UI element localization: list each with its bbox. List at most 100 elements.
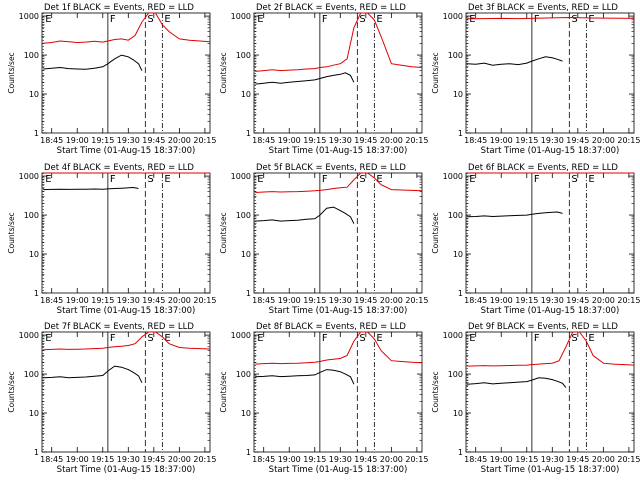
x-tick-label: 18:45 xyxy=(464,455,487,464)
y-tick-label: 1 xyxy=(34,289,39,298)
x-axis-label: Start Time (01-Aug-15 18:37:00) xyxy=(57,306,196,316)
y-tick-label: 10 xyxy=(453,409,463,418)
panel-title: Det 3f BLACK = Events, RED = LLD xyxy=(468,3,618,13)
series-line-lld xyxy=(255,172,423,193)
x-tick-label: 19:15 xyxy=(91,296,114,305)
plot-frame xyxy=(465,331,635,453)
marker-label: S xyxy=(147,174,153,185)
plot-frame xyxy=(41,12,211,134)
x-tick-label: 19:15 xyxy=(303,136,326,145)
panel-title: Det 8f BLACK = Events, RED = LLD xyxy=(256,322,406,332)
marker-label: S xyxy=(571,14,577,25)
y-tick-label: 1 xyxy=(246,289,251,298)
x-tick-label: 20:15 xyxy=(617,136,640,145)
x-axis-label: Start Time (01-Aug-15 18:37:00) xyxy=(481,146,620,156)
plot-frame xyxy=(253,331,423,453)
marker-label: E xyxy=(469,333,475,344)
y-tick-label: 100 xyxy=(24,51,39,60)
marker-label: E xyxy=(45,333,51,344)
y-tick-label: 10 xyxy=(241,90,251,99)
y-tick-label: 1000 xyxy=(231,12,251,21)
y-tick-label: 10 xyxy=(453,90,463,99)
series-line-events xyxy=(43,365,143,383)
x-tick-label: 19:00 xyxy=(278,136,301,145)
x-tick-label: 19:30 xyxy=(117,455,140,464)
x-tick-label: 20:15 xyxy=(617,455,640,464)
series-line-events xyxy=(467,377,567,388)
y-tick-label: 1000 xyxy=(231,331,251,340)
marker-label: E xyxy=(376,14,382,25)
series-line-lld xyxy=(467,331,635,367)
y-tick-label: 100 xyxy=(236,211,251,220)
marker-label: E xyxy=(164,174,170,185)
marker-label: E xyxy=(588,333,594,344)
x-tick-label: 18:45 xyxy=(464,136,487,145)
x-tick-label: 19:30 xyxy=(329,455,352,464)
x-tick-label: 20:00 xyxy=(168,455,191,464)
marker-label: S xyxy=(359,14,365,25)
x-tick-label: 18:45 xyxy=(252,296,275,305)
y-axis-label: Counts/sec xyxy=(431,52,440,93)
x-axis-label: Start Time (01-Aug-15 18:37:00) xyxy=(57,465,196,475)
panel-title: Det 5f BLACK = Events, RED = LLD xyxy=(256,163,406,173)
x-tick-label: 19:45 xyxy=(142,136,165,145)
y-axis-label: Counts/sec xyxy=(219,212,228,253)
marker-label: E xyxy=(588,174,594,185)
panel-title: Det 6f BLACK = Events, RED = LLD xyxy=(468,163,618,173)
panel-title: Det 4f BLACK = Events, RED = LLD xyxy=(44,163,194,173)
x-tick-label: 19:30 xyxy=(117,296,140,305)
marker-label: F xyxy=(110,14,116,25)
x-axis-label: Start Time (01-Aug-15 18:37:00) xyxy=(57,146,196,156)
x-tick-label: 19:30 xyxy=(541,296,564,305)
x-tick-label: 20:00 xyxy=(380,296,403,305)
x-tick-label: 19:45 xyxy=(566,136,589,145)
y-tick-label: 1000 xyxy=(443,331,463,340)
y-tick-label: 100 xyxy=(24,370,39,379)
y-axis-label: Counts/sec xyxy=(219,52,228,93)
marker-label: E xyxy=(376,333,382,344)
marker-label: S xyxy=(359,174,365,185)
marker-label: E xyxy=(469,14,475,25)
y-tick-label: 1 xyxy=(458,289,463,298)
x-tick-label: 20:00 xyxy=(168,136,191,145)
y-axis-label: Counts/sec xyxy=(431,212,440,253)
plot-frame xyxy=(41,331,211,453)
x-axis-label: Start Time (01-Aug-15 18:37:00) xyxy=(269,146,408,156)
x-tick-label: 19:30 xyxy=(541,455,564,464)
y-tick-label: 10 xyxy=(241,409,251,418)
marker-label: S xyxy=(571,333,577,344)
y-tick-label: 100 xyxy=(24,211,39,220)
x-tick-label: 18:45 xyxy=(252,455,275,464)
marker-label: E xyxy=(469,174,475,185)
series-line-events xyxy=(467,56,563,66)
x-tick-label: 19:15 xyxy=(303,296,326,305)
x-tick-label: 20:00 xyxy=(592,296,615,305)
marker-label: F xyxy=(534,174,540,185)
x-tick-label: 19:00 xyxy=(66,136,89,145)
y-tick-label: 100 xyxy=(448,211,463,220)
x-axis-label: Start Time (01-Aug-15 18:37:00) xyxy=(269,465,408,475)
x-tick-label: 20:15 xyxy=(405,296,428,305)
marker-label: E xyxy=(45,14,51,25)
x-tick-label: 18:45 xyxy=(252,136,275,145)
y-tick-label: 1 xyxy=(246,129,251,138)
panel-title: Det 7f BLACK = Events, RED = LLD xyxy=(44,322,194,332)
y-axis-label: Counts/sec xyxy=(7,212,16,253)
x-tick-label: 20:15 xyxy=(617,296,640,305)
marker-label: F xyxy=(322,14,328,25)
marker-label: F xyxy=(110,174,116,185)
x-tick-label: 20:15 xyxy=(405,136,428,145)
y-tick-label: 100 xyxy=(236,370,251,379)
marker-label: E xyxy=(257,14,263,25)
marker-label: F xyxy=(534,333,540,344)
y-tick-label: 1000 xyxy=(19,12,39,21)
y-tick-label: 10 xyxy=(29,250,39,259)
y-axis-label: Counts/sec xyxy=(431,371,440,412)
series-line-lld xyxy=(43,331,211,351)
marker-label: S xyxy=(147,14,153,25)
marker-label: F xyxy=(534,14,540,25)
x-tick-label: 18:45 xyxy=(40,296,63,305)
y-tick-label: 100 xyxy=(236,51,251,60)
